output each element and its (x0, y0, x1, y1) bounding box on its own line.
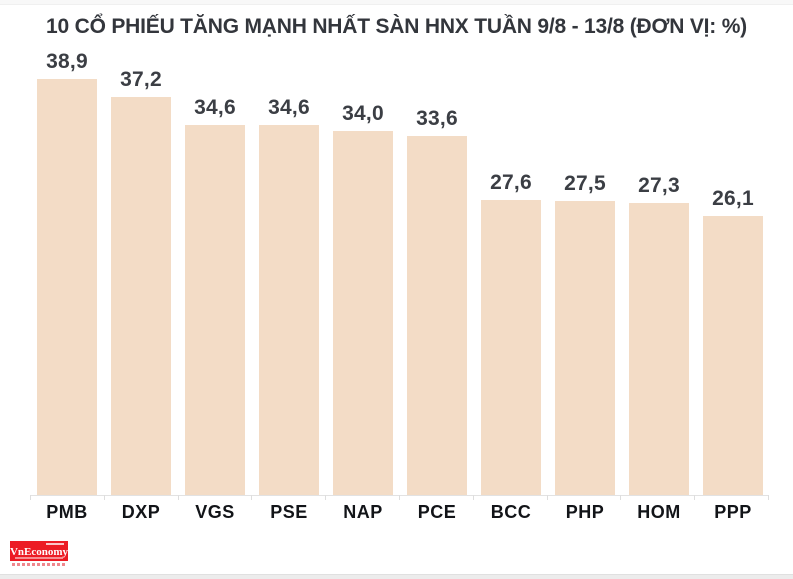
bar (185, 125, 245, 495)
bar-value-label: 26,1 (712, 187, 754, 210)
page-edge-top (0, 0, 793, 5)
bar-value-label: 34,0 (342, 102, 384, 125)
bar-value-label: 38,9 (46, 50, 88, 73)
x-axis-tick (547, 495, 548, 500)
bar-category-label: PMB (46, 502, 88, 522)
bar (555, 201, 615, 495)
x-axis-tick (399, 495, 400, 500)
bar-category-label: HOM (637, 502, 681, 522)
bar-category-label: PHP (565, 502, 605, 522)
logo-mini-text (46, 543, 64, 545)
bar-category-label: PSE (270, 502, 308, 522)
bar (407, 136, 467, 495)
bar (37, 79, 97, 495)
bar-category-label: BCC (490, 502, 532, 522)
bar (111, 97, 171, 495)
bar (481, 200, 541, 495)
page-edge-bottom (0, 574, 793, 579)
chart-title: 10 CỔ PHIẾU TĂNG MẠNH NHẤT SÀN HNX TUẦN … (46, 15, 747, 38)
x-axis-tick (473, 495, 474, 500)
x-axis-tick (104, 495, 105, 500)
bar-category-label: PCE (417, 502, 457, 522)
logo-wordmark: VnEconomy (9, 545, 69, 558)
bar (259, 125, 319, 495)
x-axis-tick (30, 495, 31, 500)
bar-category-label: DXP (121, 502, 161, 522)
bar-value-label: 34,6 (268, 96, 310, 119)
x-axis-tick (620, 495, 621, 500)
logo-mini-text (15, 557, 63, 559)
bar (629, 203, 689, 495)
x-axis-tick (694, 495, 695, 500)
logo-tagline (12, 563, 66, 566)
bar (333, 131, 393, 495)
x-axis-tick (251, 495, 252, 500)
bar (703, 216, 763, 495)
vneconomy-logo: VnEconomy (10, 541, 68, 561)
bar-value-label: 33,6 (416, 107, 458, 130)
x-axis-tick (178, 495, 179, 500)
bar-value-label: 27,3 (638, 174, 680, 197)
bar-value-label: 27,6 (490, 171, 532, 194)
bar-value-label: 27,5 (564, 172, 606, 195)
x-axis-tick (325, 495, 326, 500)
x-axis-tick (768, 495, 769, 500)
bar-category-label: PPP (714, 502, 752, 522)
bar-value-label: 34,6 (194, 96, 236, 119)
bar-category-label: NAP (343, 502, 383, 522)
bar-category-label: VGS (195, 502, 235, 522)
bar-value-label: 37,2 (120, 68, 162, 91)
